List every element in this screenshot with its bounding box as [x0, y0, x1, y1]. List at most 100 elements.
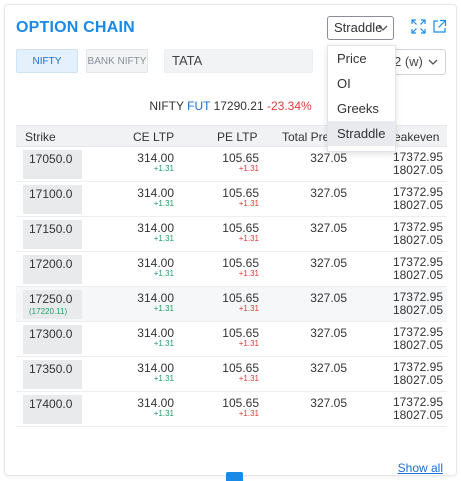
breakeven-high: 17372.95	[392, 220, 443, 234]
strike-cell[interactable]: 17050.0	[23, 150, 82, 179]
total-premium: 327.05	[310, 361, 347, 375]
external-link-icon[interactable]	[432, 19, 447, 34]
pe-ltp: 105.65	[222, 256, 259, 270]
strike-cell[interactable]: 17400.0	[23, 395, 82, 424]
ticker-symbol: NIFTY	[149, 99, 184, 113]
total-premium: 327.05	[310, 326, 347, 340]
strike-cell[interactable]: 17100.0	[23, 185, 82, 214]
breakeven-high: 17372.95	[392, 360, 443, 374]
pe-ltp: 105.65	[222, 326, 259, 340]
dropdown-option-price[interactable]: Price	[337, 51, 367, 66]
breakeven-low: 18027.05	[392, 198, 443, 212]
breakeven-high: 17372.95	[392, 185, 443, 199]
ce-change: +1.31	[153, 234, 174, 243]
ce-change: +1.31	[153, 164, 174, 173]
breakeven-low: 18027.05	[392, 338, 443, 352]
pe-change: +1.31	[238, 409, 259, 418]
total-premium: 327.05	[310, 186, 347, 200]
chevron-down-icon	[428, 59, 438, 65]
breakeven: 17372.95 18027.05	[393, 221, 443, 247]
strike-value: 17100.0	[29, 187, 73, 201]
dropdown-option-oi[interactable]: OI	[337, 76, 351, 91]
table-row[interactable]: 17350.0 314.00 +1.31 105.65 +1.31 327.05 17372…	[16, 357, 447, 392]
dropdown-option-straddle[interactable]: Straddle	[328, 121, 395, 146]
option-chain-widget: OPTION CHAIN Straddle NIFTY BANK NIFTY T…	[4, 4, 457, 481]
ce-ltp: 314.00	[137, 291, 174, 305]
ce-ltp: 314.00	[137, 151, 174, 165]
breakeven-high: 17372.95	[392, 290, 443, 304]
symbol-search-input[interactable]: TATA	[164, 49, 313, 73]
table-row[interactable]: 17150.0 314.00 +1.31 105.65 +1.31 327.05 17372…	[16, 217, 447, 252]
expand-icon[interactable]	[411, 19, 426, 34]
strike-cell[interactable]: 17350.0	[23, 360, 82, 389]
table-row[interactable]: 17300.0 314.00 +1.31 105.65 +1.31 327.05 17372…	[16, 322, 447, 357]
col-header-strike: Strike	[25, 130, 56, 144]
table-row[interactable]: 17050.0 314.00 +1.31 105.65 +1.31 327.05 17372…	[16, 147, 447, 182]
breakeven-low: 18027.05	[392, 373, 443, 387]
breakeven-low: 18027.05	[392, 303, 443, 317]
strike-cell[interactable]: 17200.0	[23, 255, 82, 284]
total-premium: 327.05	[310, 256, 347, 270]
pe-change: +1.31	[238, 339, 259, 348]
tab-nifty[interactable]: NIFTY	[16, 49, 78, 73]
straddle-table: Strike CE LTP PE LTP Total Premium Break…	[16, 125, 447, 427]
chevron-down-icon	[378, 25, 388, 31]
breakeven-high: 17372.95	[392, 255, 443, 269]
dropdown-option-greeks[interactable]: Greeks	[337, 101, 379, 116]
pe-ltp: 105.65	[222, 291, 259, 305]
view-select[interactable]: Straddle	[327, 16, 394, 40]
view-dropdown-menu: Price OI Greeks Straddle	[327, 45, 396, 152]
breakeven-low: 18027.05	[392, 233, 443, 247]
pe-change: +1.31	[238, 164, 259, 173]
show-all-link[interactable]: Show all	[397, 461, 443, 475]
pe-ltp: 105.65	[222, 361, 259, 375]
expiry-select-value: 2 (w)	[394, 54, 423, 69]
pe-ltp: 105.65	[222, 396, 259, 410]
scroll-handle[interactable]	[226, 472, 243, 481]
pe-change: +1.31	[238, 199, 259, 208]
pe-ltp: 105.65	[222, 221, 259, 235]
ticker-line: NIFTY FUT 17290.21 -23.34%	[5, 99, 456, 113]
col-header-ce-ltp: CE LTP	[133, 130, 175, 144]
strike-cell[interactable]: 17300.0	[23, 325, 82, 354]
strike-value: 17350.0	[29, 362, 73, 376]
strike-value: 17300.0	[29, 327, 73, 341]
spot-reference: (17220.11)	[29, 307, 68, 316]
strike-cell[interactable]: 17150.0	[23, 220, 82, 249]
strike-cell[interactable]: 17250.0 (17220.11)	[23, 290, 82, 319]
table-row[interactable]: 17400.0 314.00 +1.31 105.65 +1.31 327.05 17372…	[16, 392, 447, 427]
tab-bank-nifty[interactable]: BANK NIFTY	[86, 49, 148, 73]
ce-ltp: 314.00	[137, 361, 174, 375]
pe-change: +1.31	[238, 269, 259, 278]
ce-ltp: 314.00	[137, 186, 174, 200]
table-row[interactable]: 17200.0 314.00 +1.31 105.65 +1.31 327.05 17372…	[16, 252, 447, 287]
total-premium: 327.05	[310, 221, 347, 235]
breakeven-low: 18027.05	[392, 163, 443, 177]
pe-change: +1.31	[238, 374, 259, 383]
ce-ltp: 314.00	[137, 396, 174, 410]
ticker-change: -23.34%	[266, 99, 312, 113]
strike-value: 17150.0	[29, 222, 73, 236]
ce-ltp: 314.00	[137, 221, 174, 235]
ce-change: +1.31	[153, 374, 174, 383]
breakeven: 17372.95 18027.05	[393, 396, 443, 422]
table-header: Strike CE LTP PE LTP Total Premium Break…	[16, 125, 447, 147]
breakeven: 17372.95 18027.05	[393, 326, 443, 352]
breakeven: 17372.95 18027.05	[393, 186, 443, 212]
total-premium: 327.05	[310, 396, 347, 410]
pe-change: +1.31	[238, 304, 259, 313]
table-row[interactable]: 17100.0 314.00 +1.31 105.65 +1.31 327.05 17372…	[16, 182, 447, 217]
view-select-value: Straddle	[334, 20, 383, 35]
ce-change: +1.31	[153, 269, 174, 278]
expiry-select[interactable]: 2 (w)	[389, 49, 446, 75]
breakeven-low: 18027.05	[392, 408, 443, 422]
pe-ltp: 105.65	[222, 186, 259, 200]
total-premium: 327.05	[310, 291, 347, 305]
pe-change: +1.31	[238, 234, 259, 243]
ticker-type: FUT	[187, 99, 211, 113]
breakeven-low: 18027.05	[392, 268, 443, 282]
breakeven: 17372.95 18027.05	[393, 256, 443, 282]
table-row[interactable]: 17250.0 (17220.11) 314.00 +1.31 105.65 +1.31 3…	[16, 287, 447, 322]
col-header-pe-ltp: PE LTP	[217, 130, 258, 144]
strike-value: 17400.0	[29, 397, 73, 411]
